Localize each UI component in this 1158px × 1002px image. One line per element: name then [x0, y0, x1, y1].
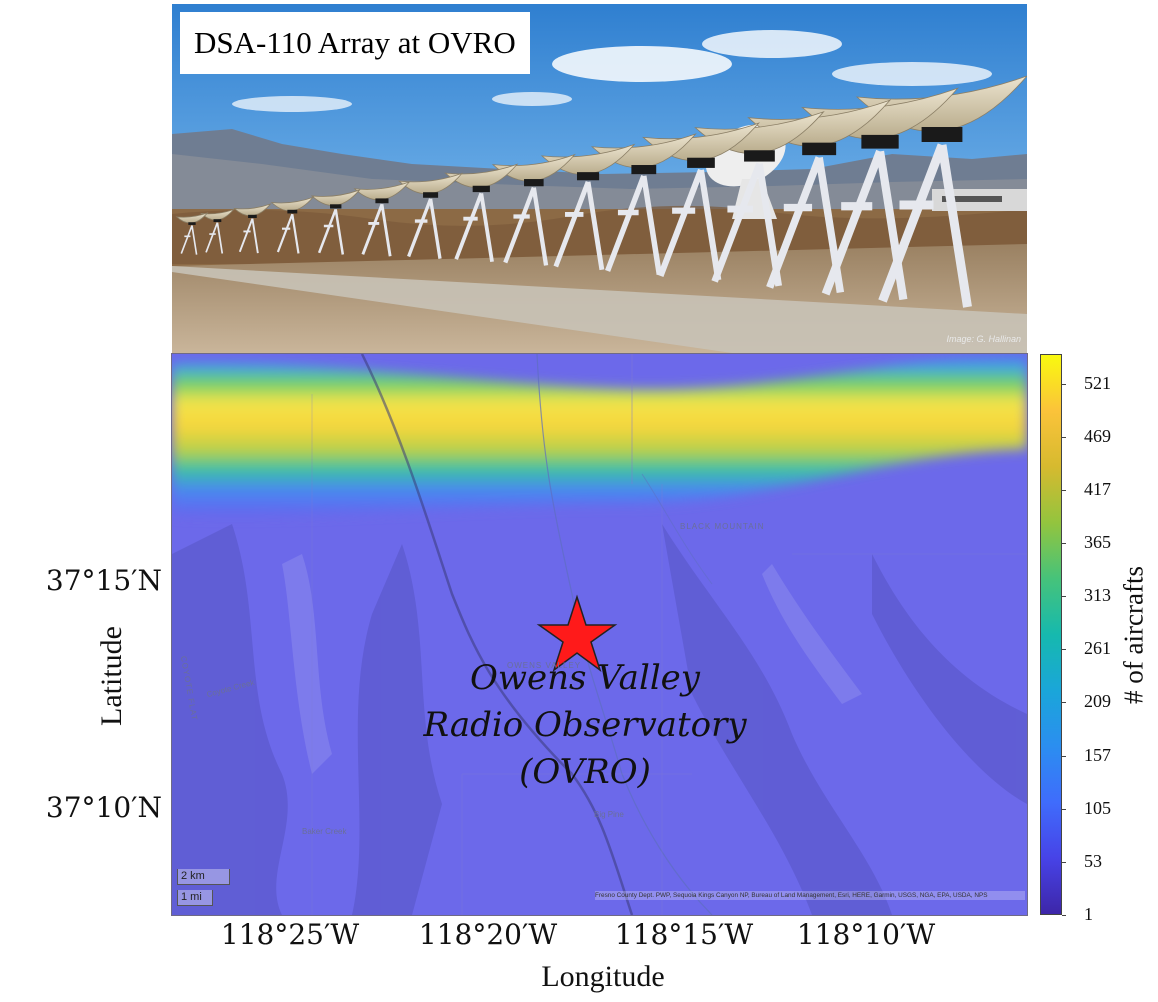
- colorbar-tick-mark: [1062, 383, 1066, 385]
- colorbar-tick-label: 313: [1084, 585, 1111, 606]
- colorbar-tick-mark: [1062, 755, 1066, 757]
- site-label-line: Owens Valley: [469, 658, 701, 698]
- antenna-dish: [444, 163, 519, 263]
- x-tick-label: 118°15′W: [614, 918, 754, 951]
- colorbar-tick-label: 521: [1084, 372, 1111, 393]
- colorbar-tick-mark: [1062, 543, 1066, 545]
- place-label: OWENS VALLEY: [507, 661, 582, 670]
- colorbar-tick-mark: [1062, 861, 1066, 863]
- colorbar-tick-label: 209: [1084, 691, 1111, 712]
- x-tick-label: 118°25′W: [220, 918, 360, 951]
- colorbar-tick-label: 105: [1084, 797, 1111, 818]
- y-tick-label: 37°10′N: [45, 791, 162, 824]
- map-attribution: Fresno County Dept. PWP, Sequoia Kings C…: [595, 891, 1025, 900]
- colorbar-tick-mark: [1062, 808, 1066, 810]
- x-axis-label: Longitude: [541, 960, 665, 993]
- colorbar-tick-mark: [1062, 436, 1066, 438]
- antenna-dish: [310, 189, 361, 255]
- aircraft-density-map: BLACK MOUNTAIN OWENS VALLEY Big Pine COY…: [171, 353, 1028, 916]
- antenna-dish: [270, 196, 315, 254]
- antenna-dish: [175, 212, 209, 255]
- colorbar-tick-label: 1: [1084, 904, 1093, 924]
- photo-credit: Image: G. Hallinan: [946, 334, 1021, 344]
- colorbar-tick-mark: [1062, 596, 1066, 598]
- scale-bar-km: 2 km: [177, 869, 230, 885]
- colorbar-tick-mark: [1062, 649, 1066, 651]
- scale-bar-mi: 1 mi: [177, 890, 213, 906]
- place-label: BLACK MOUNTAIN: [680, 522, 765, 531]
- colorbar-tick-mark: [1062, 915, 1066, 916]
- map-canvas: [172, 354, 1027, 915]
- x-tick-label: 118°20′W: [418, 918, 558, 951]
- x-tick-label: 118°10′W: [796, 918, 936, 951]
- colorbar-tick-mark: [1062, 702, 1066, 704]
- colorbar-tick-mark: [1062, 489, 1066, 491]
- y-axis-label: Latitude: [95, 626, 128, 726]
- colorbar-label: # of aircrafts: [1118, 566, 1149, 704]
- site-label: Owens Valley Radio Observatory (OVRO): [410, 655, 760, 796]
- photo-title: DSA-110 Array at OVRO: [180, 12, 530, 74]
- antenna-dish: [540, 143, 636, 271]
- colorbar-tick-label: 157: [1084, 744, 1111, 765]
- colorbar-tick-label: 261: [1084, 638, 1111, 659]
- antenna-dish: [200, 208, 235, 254]
- place-label: Baker Creek: [302, 827, 347, 836]
- colorbar-tick-label: 417: [1084, 478, 1111, 499]
- colorbar: [1040, 354, 1062, 915]
- colorbar-tick-label: 365: [1084, 532, 1111, 553]
- y-tick-label: 37°15′N: [45, 564, 162, 597]
- antenna-dish: [398, 172, 464, 259]
- star-icon: [536, 594, 618, 672]
- antenna-dish: [233, 203, 272, 254]
- site-label-line: (OVRO): [519, 752, 651, 792]
- site-label-line: Radio Observatory: [423, 705, 747, 745]
- colorbar-tick-label: 469: [1084, 425, 1111, 446]
- colorbar-tick-label: 53: [1084, 850, 1102, 871]
- place-label: Big Pine: [594, 810, 624, 819]
- photo-illustration: [172, 4, 1027, 353]
- array-photo: DSA-110 Array at OVRO Image: G. Hallinan: [172, 4, 1027, 353]
- antenna-dish: [353, 181, 411, 257]
- antenna-dish: [491, 153, 576, 266]
